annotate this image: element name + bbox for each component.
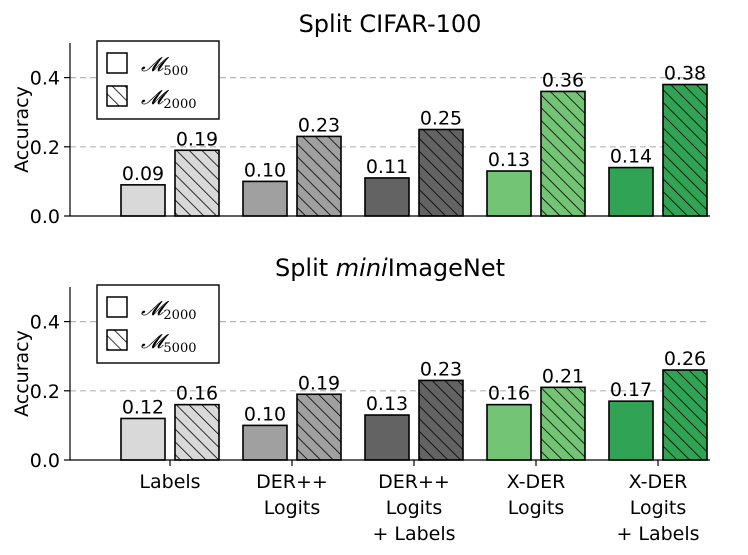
chart-title: Split miniImageNet xyxy=(275,254,505,282)
y-axis-label: Accuracy xyxy=(11,330,33,417)
category-label: X-DER Logits xyxy=(507,471,566,519)
chart-title: Split CIFAR-100 xyxy=(299,10,482,38)
data-label: 0.36 xyxy=(542,69,584,91)
y-tick-label: 0.0 xyxy=(30,450,60,472)
bar-hatch xyxy=(541,387,585,460)
bar-hatch xyxy=(297,136,341,216)
bar-1-2 xyxy=(242,180,288,217)
data-label: 0.38 xyxy=(664,63,706,85)
data-label: 0.16 xyxy=(176,383,218,405)
bar-1-4 xyxy=(486,170,532,217)
bar-1-3 xyxy=(364,414,410,461)
y-tick-label: 0.2 xyxy=(30,381,60,403)
data-label: 0.17 xyxy=(610,379,652,401)
bar-1-5 xyxy=(608,166,654,217)
bar-hatch xyxy=(297,394,341,460)
category-label: Labels xyxy=(139,471,200,493)
data-label: 0.10 xyxy=(244,159,286,181)
bar-1-1 xyxy=(120,184,166,217)
y-axis-label: Accuracy xyxy=(11,86,33,173)
y-tick-label: 0.0 xyxy=(30,206,60,228)
data-label: 0.26 xyxy=(664,348,706,370)
bar-hatch xyxy=(175,404,219,460)
data-label: 0.10 xyxy=(244,403,286,425)
data-label: 0.23 xyxy=(420,358,462,380)
bar-1-3 xyxy=(364,177,410,217)
category-label: DER++ Logits + Labels xyxy=(372,471,455,545)
data-label: 0.25 xyxy=(420,108,462,130)
bar-hatch xyxy=(663,84,707,217)
data-label: 0.21 xyxy=(542,365,584,387)
legend-swatch-hatch xyxy=(107,330,127,350)
data-label: 0.11 xyxy=(366,156,408,178)
legend-swatch xyxy=(106,296,128,318)
y-tick-label: 0.4 xyxy=(30,68,60,90)
data-label: 0.13 xyxy=(366,393,408,415)
data-label: 0.14 xyxy=(610,146,652,168)
bar-1-1 xyxy=(120,417,166,461)
data-label: 0.09 xyxy=(122,163,164,185)
bar-1-4 xyxy=(486,403,532,461)
data-label: 0.19 xyxy=(176,128,218,150)
legend-swatch xyxy=(106,52,128,74)
data-label: 0.19 xyxy=(298,372,340,394)
bar-hatch xyxy=(419,129,463,216)
data-label: 0.12 xyxy=(122,396,164,418)
category-label: X-DER Logits + Labels xyxy=(616,471,699,545)
bar-hatch xyxy=(175,150,219,216)
bar-hatch xyxy=(419,380,463,460)
bar-1-2 xyxy=(242,424,288,461)
data-label: 0.23 xyxy=(298,114,340,136)
y-tick-label: 0.4 xyxy=(30,312,60,334)
bar-hatch xyxy=(541,91,585,216)
y-tick-label: 0.2 xyxy=(30,137,60,159)
legend-swatch-hatch xyxy=(107,86,127,106)
bar-hatch xyxy=(663,370,707,460)
bar-1-5 xyxy=(608,400,654,461)
data-label: 0.13 xyxy=(488,149,530,171)
category-label: DER++ Logits xyxy=(256,471,328,519)
data-label: 0.16 xyxy=(488,383,530,405)
